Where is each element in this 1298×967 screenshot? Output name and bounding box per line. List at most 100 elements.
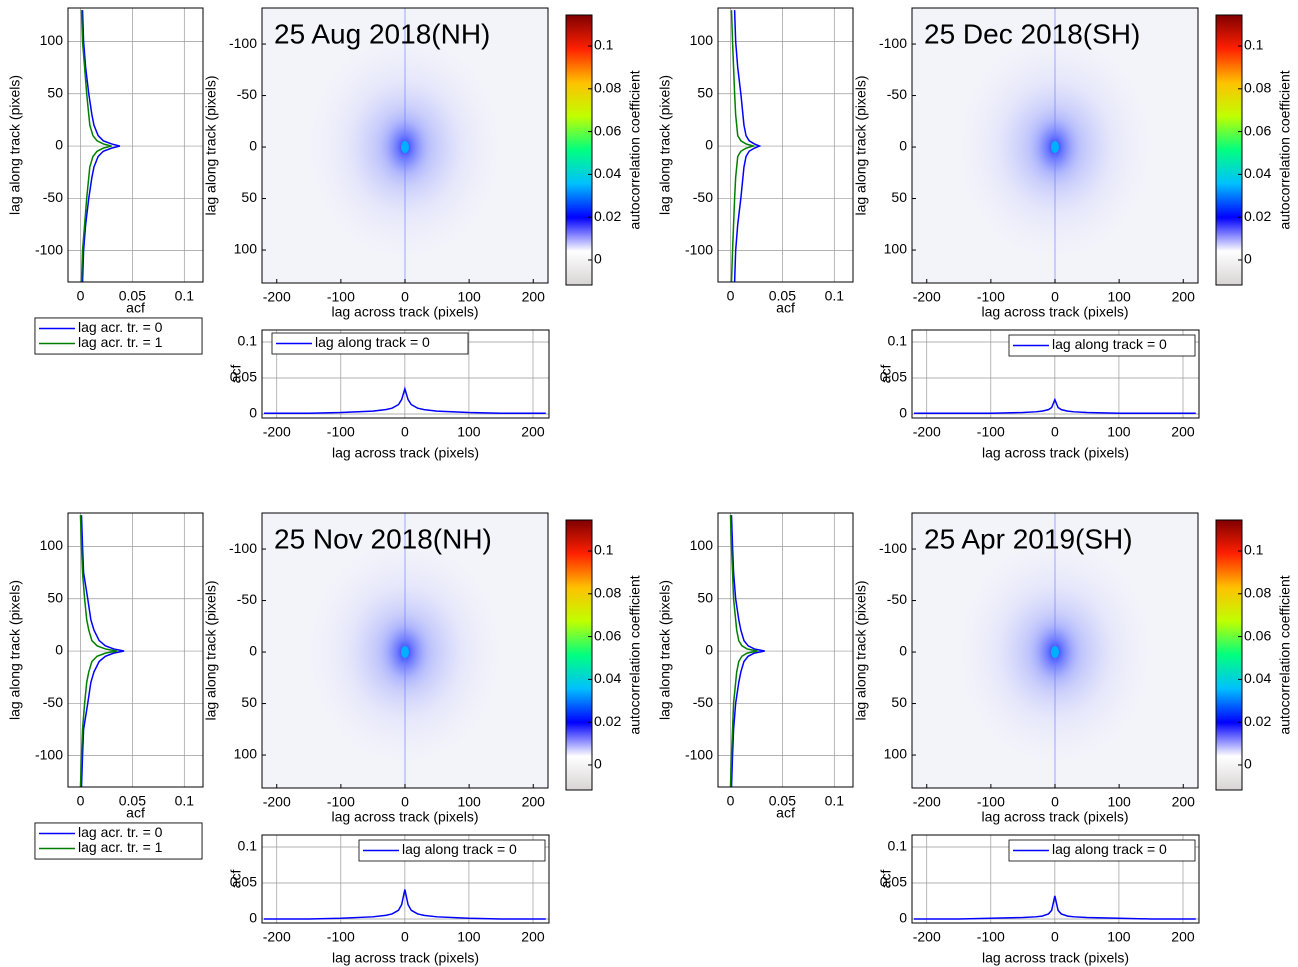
y-tick-label: 100 <box>884 241 908 257</box>
y-tick-label: 100 <box>40 537 64 553</box>
x-tick-label: 0 <box>77 793 85 809</box>
x-tick-label: -200 <box>263 929 291 945</box>
axes-frame <box>67 7 204 283</box>
colorbar-frame <box>1215 519 1243 791</box>
x-axis-label: acf <box>776 805 795 821</box>
y-tick-label: 0.05 <box>230 874 257 890</box>
legend-box <box>1008 334 1196 357</box>
x-axis-label: acf <box>776 300 795 316</box>
y-tick-label: 0.05 <box>230 369 257 385</box>
y-tick-label: -100 <box>879 540 907 556</box>
x-tick-label: -200 <box>263 424 291 440</box>
y-axis-label: lag along track (pixels) <box>203 75 219 215</box>
colorbar-tick-label: 0.02 <box>594 208 621 224</box>
axes-frame <box>717 512 854 788</box>
x-tick-label: -200 <box>263 794 291 810</box>
x-tick-label: -200 <box>913 794 941 810</box>
x-axis-label: lag across track (pixels) <box>981 809 1128 825</box>
x-tick-label: 200 <box>1171 424 1195 440</box>
y-axis-label: acf <box>228 870 244 889</box>
y-tick-label: -100 <box>685 241 713 257</box>
x-axis-label: lag across track (pixels) <box>331 304 478 320</box>
colorbar-tick-label: 0.02 <box>594 713 621 729</box>
legend-label: lag along track = 0 <box>1052 841 1167 857</box>
series-line <box>81 10 121 283</box>
x-tick-label: 200 <box>521 929 545 945</box>
colorbar-tick-label: 0.1 <box>1244 542 1264 558</box>
axes-frame <box>67 512 204 788</box>
y-axis-label: lag along track (pixels) <box>657 580 673 720</box>
y-tick-label: 50 <box>241 694 257 710</box>
x-axis-label: lag across track (pixels) <box>331 809 478 825</box>
y-axis-label: acf <box>228 365 244 384</box>
x-tick-label: 100 <box>1107 794 1131 810</box>
x-tick-label: -100 <box>977 929 1005 945</box>
axes-frame <box>911 512 1199 789</box>
x-tick-label: 200 <box>522 289 546 305</box>
colorbar-tick-label: 0.04 <box>594 165 621 181</box>
y-axis-label: lag along track (pixels) <box>853 75 869 215</box>
y-tick-label: -50 <box>693 694 713 710</box>
axes-frame <box>261 834 550 924</box>
y-tick-label: 50 <box>891 189 907 205</box>
y-tick-label: 0 <box>899 138 907 154</box>
series-line <box>79 515 117 788</box>
colorbar-tick-label: 0.02 <box>1244 208 1271 224</box>
y-tick-label: 100 <box>40 32 64 48</box>
colorbar-tick-label: 0.08 <box>594 585 621 601</box>
y-tick-label: 0 <box>705 137 713 153</box>
y-tick-label: 0.05 <box>880 874 907 890</box>
legend-box <box>34 822 203 860</box>
y-tick-label: 100 <box>234 746 258 762</box>
colorbar-tick-label: 0.04 <box>594 670 621 686</box>
y-tick-label: -50 <box>237 591 257 607</box>
colorbar-tick-label: 0.08 <box>594 80 621 96</box>
y-tick-label: 100 <box>884 746 908 762</box>
colorbar-tick-label: 0.08 <box>1244 80 1271 96</box>
series-line <box>729 515 758 788</box>
axes-frame <box>261 512 549 789</box>
y-tick-label: 0 <box>899 405 907 421</box>
x-tick-label: 0 <box>1051 929 1059 945</box>
x-axis-label: lag across track (pixels) <box>982 445 1129 461</box>
colorbar-label: autocorrelation coefficient <box>1277 70 1293 229</box>
y-tick-label: 50 <box>47 589 63 605</box>
colorbar <box>566 15 592 285</box>
y-tick-label: -100 <box>35 241 63 257</box>
series-line <box>80 10 112 283</box>
y-tick-label: 0 <box>55 642 63 658</box>
series-line <box>913 895 1196 920</box>
y-tick-label: 100 <box>690 32 714 48</box>
series-line <box>733 10 762 283</box>
x-tick-label: 200 <box>522 794 546 810</box>
x-tick-label: 0 <box>401 289 409 305</box>
axes-frame <box>911 329 1200 419</box>
colorbar <box>566 520 592 790</box>
plot-area <box>718 8 853 282</box>
x-tick-label: 0 <box>1051 794 1059 810</box>
y-tick-label: -50 <box>887 591 907 607</box>
y-tick-label: 0.1 <box>238 838 258 854</box>
legend-label: lag acr. tr. = 1 <box>78 334 163 350</box>
colorbar-tick-label: 0.06 <box>594 122 621 138</box>
colorbar-tick-label: 0.08 <box>1244 585 1271 601</box>
y-tick-label: 0 <box>705 642 713 658</box>
colorbar-tick-label: 0.06 <box>1244 122 1271 138</box>
x-tick-label: 0.1 <box>175 288 195 304</box>
colorbar-frame <box>1215 14 1243 286</box>
legend-box <box>271 332 469 355</box>
x-tick-label: 0 <box>401 929 409 945</box>
x-tick-label: 100 <box>1107 289 1131 305</box>
colorbar-label: autocorrelation coefficient <box>627 575 643 734</box>
y-tick-label: -100 <box>35 746 63 762</box>
legend-box <box>34 317 203 355</box>
heatmap-peak <box>401 141 409 154</box>
y-tick-label: -50 <box>43 189 63 205</box>
axes-frame <box>717 7 854 283</box>
y-tick-label: 0.05 <box>880 369 907 385</box>
colorbar-tick-label: 0.06 <box>594 627 621 643</box>
x-tick-label: 200 <box>1171 929 1195 945</box>
colorbar-tick-label: 0.1 <box>1244 37 1264 53</box>
colorbar-tick-label: 0.04 <box>1244 165 1271 181</box>
